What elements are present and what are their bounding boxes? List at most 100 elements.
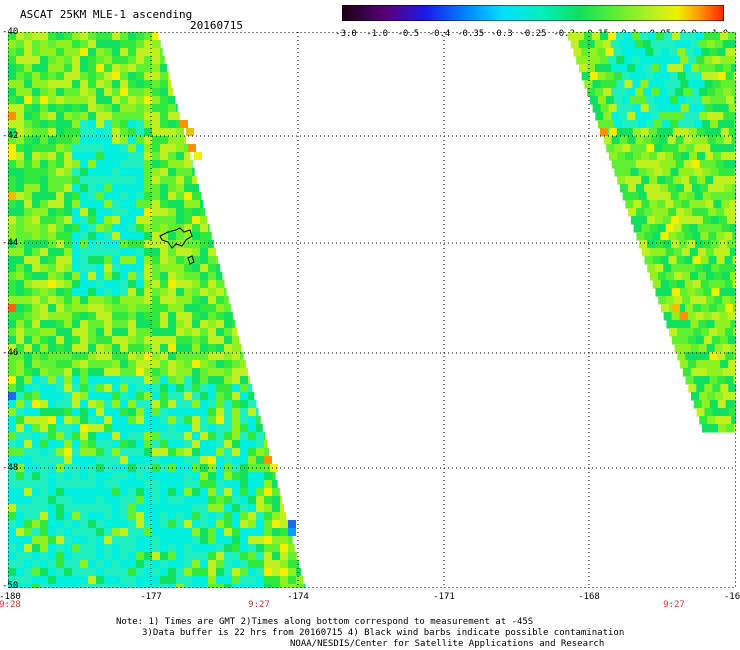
wind-cell (707, 112, 716, 121)
wind-cell (152, 440, 161, 449)
wind-cell (80, 184, 89, 193)
wind-cell (224, 440, 233, 449)
wind-cell (32, 360, 41, 369)
wind-cell (80, 128, 89, 137)
wind-cell (120, 272, 129, 281)
wind-cell (184, 544, 193, 553)
wind-cell (8, 128, 17, 137)
wind-cell (136, 280, 145, 289)
wind-cell (730, 296, 739, 305)
wind-cell (701, 96, 711, 105)
wind-cell (56, 168, 65, 177)
wind-cell (16, 48, 25, 57)
wind-cell (72, 456, 81, 465)
wind-cell (112, 504, 121, 513)
wind-cell (602, 64, 612, 73)
wind-cell (152, 568, 161, 577)
wind-cell (72, 296, 81, 305)
wind-cell (168, 224, 177, 233)
wind-cell (633, 200, 642, 209)
wind-cell (24, 232, 33, 241)
wind-cell (704, 128, 714, 137)
wind-cell (160, 152, 169, 161)
wind-cell (152, 208, 161, 217)
wind-cell (32, 208, 41, 217)
wind-cell (216, 392, 225, 401)
wind-cell (112, 408, 121, 417)
wind-cell (280, 576, 289, 585)
wind-cell (630, 144, 639, 153)
wind-cell (659, 112, 668, 121)
wind-cell (678, 144, 687, 153)
wind-cell (714, 296, 723, 305)
wind-cell (709, 96, 719, 105)
wind-cell (734, 168, 740, 177)
wind-cell (654, 144, 663, 153)
wind-cell (8, 240, 17, 249)
wind-cell (32, 288, 41, 297)
wind-cell (72, 152, 81, 161)
wind-cell (691, 392, 700, 401)
wind-cell (184, 304, 193, 313)
wind-cell (705, 152, 714, 161)
wind-cell (40, 408, 49, 417)
wind-cell (160, 64, 168, 73)
wind-cell (64, 512, 73, 521)
wind-cell (24, 432, 33, 441)
wind-cell (8, 280, 17, 289)
wind-cell (168, 120, 177, 129)
wind-cell (655, 264, 664, 273)
wind-cell (192, 448, 201, 457)
wind-cell (104, 360, 113, 369)
wind-cell (168, 88, 174, 97)
wind-cell (40, 40, 49, 49)
wind-cell (732, 256, 740, 265)
wind-cell (730, 320, 739, 329)
wind-cell (24, 64, 33, 73)
wind-cell (8, 520, 17, 529)
wind-cell (88, 216, 97, 225)
wind-cell (224, 296, 229, 305)
wind-cell (32, 512, 41, 521)
wind-cell (64, 480, 73, 489)
wind-cell (72, 368, 81, 377)
wind-cell (627, 160, 637, 169)
wind-cell (64, 184, 73, 193)
wind-cell (208, 384, 217, 393)
wind-cell (16, 168, 25, 177)
wind-cell (56, 360, 65, 369)
wind-cell (136, 256, 145, 265)
wind-cell (24, 368, 33, 377)
wind-cell (650, 272, 659, 281)
wind-cell (684, 256, 694, 265)
wind-cell (168, 376, 177, 385)
wind-cell (728, 384, 737, 393)
wind-cell (104, 352, 113, 361)
wind-cell (224, 424, 233, 433)
wind-cell (176, 448, 185, 457)
map-frame (8, 32, 736, 588)
wind-cell (88, 408, 97, 417)
wind-cell (681, 152, 690, 161)
wind-cell (8, 432, 17, 441)
wind-cell (112, 72, 121, 81)
wind-cell (72, 424, 81, 433)
wind-cell (720, 32, 729, 41)
wind-cell (645, 48, 654, 57)
wind-cell (192, 440, 201, 449)
wind-cell (723, 392, 732, 401)
wind-cell (711, 288, 720, 297)
wind-cell (80, 32, 89, 41)
wind-cell (662, 120, 671, 129)
wind-cell (32, 96, 41, 105)
wind-cell (700, 232, 709, 241)
wind-cell (104, 240, 113, 249)
wind-cell (40, 480, 49, 489)
wind-cell (184, 536, 193, 545)
wind-cell (609, 152, 618, 161)
wind-cell (690, 344, 700, 353)
wind-cell (56, 136, 65, 145)
wind-cell (176, 176, 185, 185)
wind-cell (88, 40, 97, 49)
wind-cell (176, 560, 185, 569)
